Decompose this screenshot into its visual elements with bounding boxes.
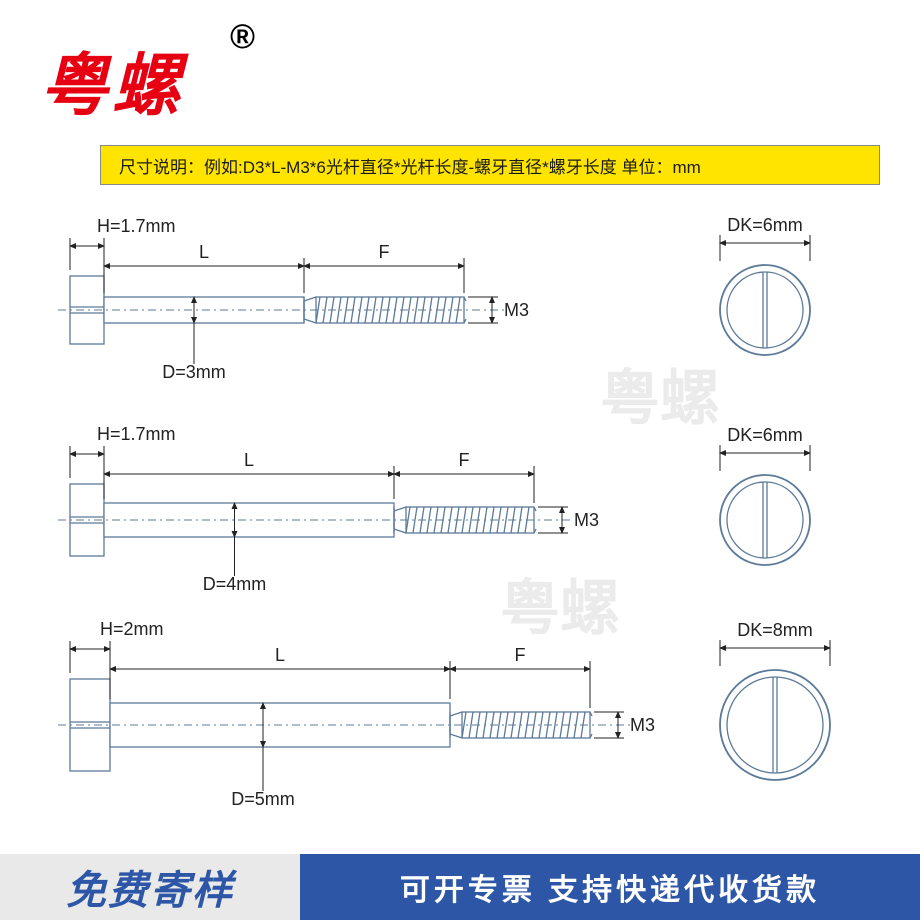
svg-text:H=2mm: H=2mm xyxy=(100,619,164,639)
svg-text:M3: M3 xyxy=(630,715,655,735)
footer-left: 免费寄样 xyxy=(0,854,300,920)
svg-text:F: F xyxy=(379,242,390,262)
svg-text:M3: M3 xyxy=(574,510,599,530)
svg-text:M3: M3 xyxy=(504,300,529,320)
svg-text:D=3mm: D=3mm xyxy=(162,362,226,382)
svg-text:F: F xyxy=(459,450,470,470)
svg-text:DK=6mm: DK=6mm xyxy=(727,425,803,445)
svg-text:D=5mm: D=5mm xyxy=(231,789,295,809)
technical-diagram: H=1.7mm L F D=3mm M3 DK=6mm H=1.7mm L F D=4mm M3 DK… xyxy=(0,0,920,920)
svg-text:D=4mm: D=4mm xyxy=(203,574,267,594)
svg-text:DK=6mm: DK=6mm xyxy=(727,215,803,235)
footer-right: 可开专票 支持快递代收货款 xyxy=(300,854,920,920)
svg-text:H=1.7mm: H=1.7mm xyxy=(97,216,176,236)
svg-text:L: L xyxy=(199,242,209,262)
svg-text:L: L xyxy=(275,645,285,665)
svg-text:H=1.7mm: H=1.7mm xyxy=(97,424,176,444)
footer-banner: 免费寄样 可开专票 支持快递代收货款 xyxy=(0,854,920,920)
svg-text:DK=8mm: DK=8mm xyxy=(737,620,813,640)
svg-text:L: L xyxy=(244,450,254,470)
svg-text:F: F xyxy=(515,645,526,665)
